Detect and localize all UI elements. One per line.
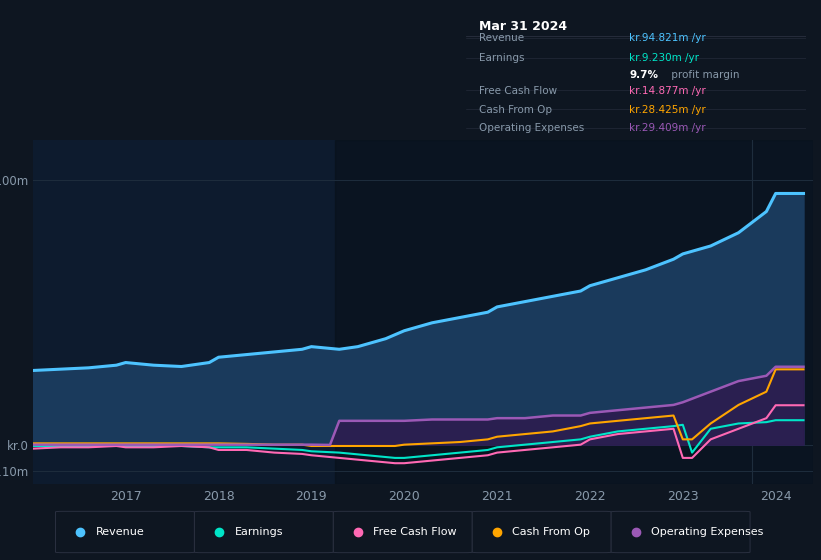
Text: Operating Expenses: Operating Expenses [651,527,764,537]
Text: Free Cash Flow: Free Cash Flow [479,86,557,96]
Text: profit margin: profit margin [668,71,740,81]
FancyBboxPatch shape [56,511,195,553]
Text: kr.28.425m /yr: kr.28.425m /yr [629,105,706,115]
FancyBboxPatch shape [611,511,750,553]
FancyBboxPatch shape [195,511,333,553]
Bar [335,140,813,484]
Text: kr.9.230m /yr: kr.9.230m /yr [629,53,699,63]
FancyBboxPatch shape [472,511,611,553]
Text: Revenue: Revenue [95,527,144,537]
Text: Cash From Op: Cash From Op [512,527,590,537]
FancyBboxPatch shape [333,511,472,553]
Text: 9.7%: 9.7% [629,71,658,81]
Text: Earnings: Earnings [479,53,525,63]
Text: kr.14.877m /yr: kr.14.877m /yr [629,86,706,96]
Text: Operating Expenses: Operating Expenses [479,123,585,133]
Text: kr.94.821m /yr: kr.94.821m /yr [629,34,706,43]
Text: Cash From Op: Cash From Op [479,105,553,115]
Text: Free Cash Flow: Free Cash Flow [374,527,457,537]
Text: Earnings: Earnings [235,527,283,537]
Text: Mar 31 2024: Mar 31 2024 [479,20,567,33]
Text: kr.29.409m /yr: kr.29.409m /yr [629,123,706,133]
Text: Revenue: Revenue [479,34,525,43]
